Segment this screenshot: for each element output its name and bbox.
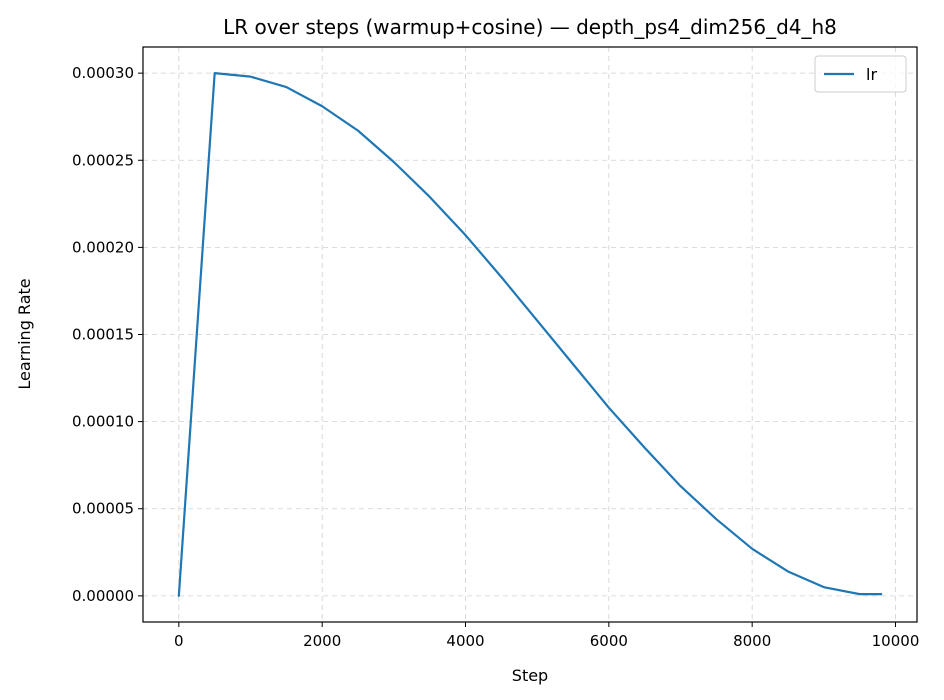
y-tick-label: 0.00005 [72, 500, 134, 518]
y-tick-label: 0.00000 [72, 587, 134, 605]
grid [143, 47, 917, 622]
x-tick-label: 6000 [590, 632, 628, 650]
x-tick-label: 4000 [446, 632, 484, 650]
y-tick-label: 0.00025 [72, 151, 134, 169]
x-tick-label: 10000 [872, 632, 920, 650]
legend-frame [814, 55, 907, 93]
legend: lr [814, 55, 907, 93]
chart-title: LR over steps (warmup+cosine) — depth_ps… [223, 15, 837, 39]
x-axis-label: Step [512, 666, 548, 685]
y-axis: 0.00000 0.00005 0.00010 0.00015 0.00020 0.000… [72, 64, 143, 605]
y-axis-label: Learning Rate [15, 278, 34, 389]
y-tick-label: 0.00015 [72, 326, 134, 344]
plot-area [177, 72, 883, 597]
x-tick-label: 8000 [733, 632, 771, 650]
y-tick-label: 0.00010 [72, 413, 134, 431]
x-axis: 0 2000 4000 6000 8000 10000 [174, 622, 919, 650]
x-tick-label: 0 [174, 632, 184, 650]
y-tick-label: 0.00020 [72, 238, 134, 256]
x-tick-label: 2000 [303, 632, 341, 650]
y-tick-label: 0.00030 [72, 64, 134, 82]
legend-label: lr [866, 65, 877, 84]
series-line-lr [177, 72, 883, 597]
